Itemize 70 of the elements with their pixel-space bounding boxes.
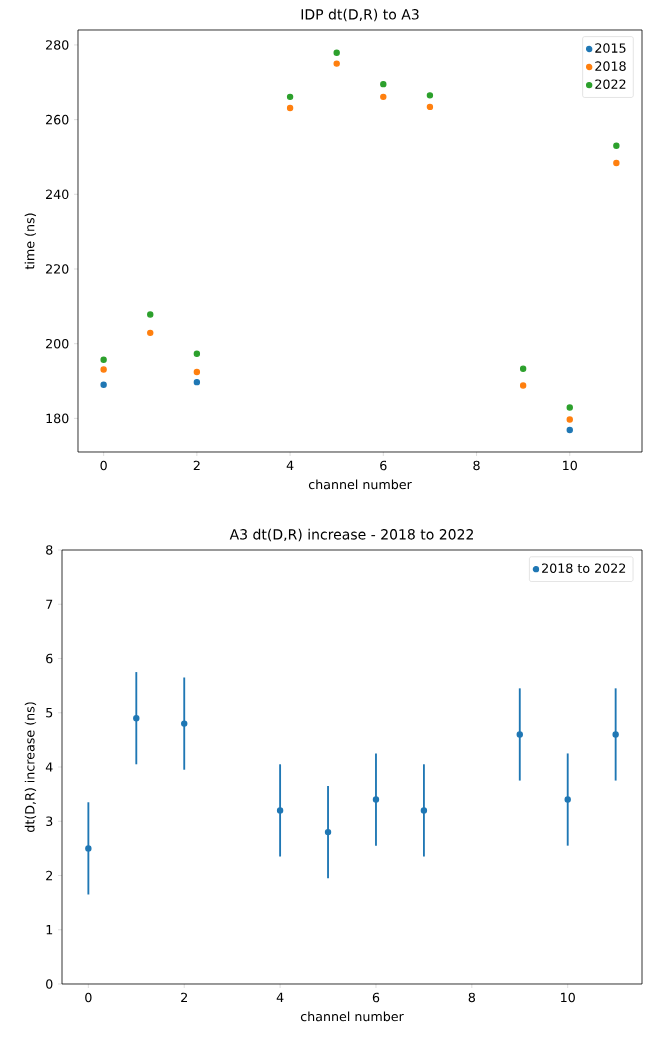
point: [100, 381, 107, 388]
point: [426, 92, 434, 99]
point: [181, 720, 188, 727]
y-tick-label: 0: [46, 979, 53, 989]
chart-title: IDP dt(D,R) to A3: [301, 8, 419, 22]
x-tick-label: 0: [85, 992, 92, 1003]
x-tick-label: 8: [473, 460, 480, 471]
point: [426, 103, 434, 111]
x-tick-label: 2: [181, 992, 187, 1003]
point: [380, 93, 387, 101]
point: [566, 416, 573, 423]
point: [372, 796, 380, 803]
y-axis-title: time (ns): [24, 213, 36, 270]
point: [612, 731, 619, 738]
point: [613, 142, 620, 149]
point: [193, 350, 201, 357]
x-tick-label: 6: [380, 460, 387, 471]
y-tick-label: 260: [46, 114, 69, 125]
y-axis-title: dt(D,R) increase (ns): [24, 702, 37, 833]
point: [564, 796, 571, 803]
y-tick-label: 1: [46, 925, 53, 935]
y-tick-label: 3: [46, 816, 53, 827]
y-tick-label: 5: [46, 708, 53, 718]
point: [100, 366, 107, 373]
x-axis-title: channel number: [308, 479, 412, 490]
x-tick-label: 0: [100, 460, 107, 471]
legend-label: 2018: [595, 61, 626, 71]
point: [333, 49, 340, 56]
chart-title: A3 dt(D,R) increase - 2018 to 2022: [229, 528, 473, 542]
y-tick-label: 280: [46, 40, 69, 50]
point: [380, 80, 387, 88]
y-tick-label: 220: [46, 264, 69, 274]
point: [147, 329, 154, 337]
x-tick-label: 10: [561, 992, 575, 1003]
point: [85, 845, 92, 852]
point: [133, 714, 140, 722]
point: [286, 93, 294, 101]
y-tick-label: 240: [46, 189, 69, 200]
x-tick-label: 4: [276, 992, 284, 1002]
point: [519, 365, 527, 372]
legend-label: 2015: [595, 43, 626, 53]
point: [100, 356, 107, 363]
y-tick-label: 2: [46, 870, 53, 881]
point: [147, 311, 154, 318]
point: [420, 807, 428, 814]
x-tick-label: 8: [468, 992, 475, 1003]
y-tick-label: 8: [46, 545, 53, 555]
point: [333, 60, 340, 67]
point: [566, 426, 573, 434]
point: [566, 404, 573, 411]
legend-label: 2018 to 2022: [542, 563, 626, 574]
x-tick-label: 10: [563, 460, 577, 471]
x-tick-label: 6: [372, 992, 380, 1003]
y-tick-label: 180: [46, 413, 69, 424]
y-tick-label: 7: [46, 599, 53, 609]
x-axis-title: channel number: [300, 1011, 404, 1022]
point: [613, 159, 620, 167]
point: [286, 104, 294, 112]
point: [193, 378, 201, 386]
point: [193, 368, 201, 376]
point: [324, 828, 332, 836]
point: [519, 382, 527, 389]
x-tick-label: 2: [193, 460, 200, 471]
y-tick-label: 6: [46, 653, 53, 664]
point: [516, 731, 523, 738]
x-tick-label: 4: [286, 460, 294, 470]
y-tick-label: 4: [45, 762, 53, 772]
point: [276, 807, 284, 814]
y-tick-label: 200: [46, 338, 69, 349]
legend-label: 2022: [595, 79, 626, 89]
